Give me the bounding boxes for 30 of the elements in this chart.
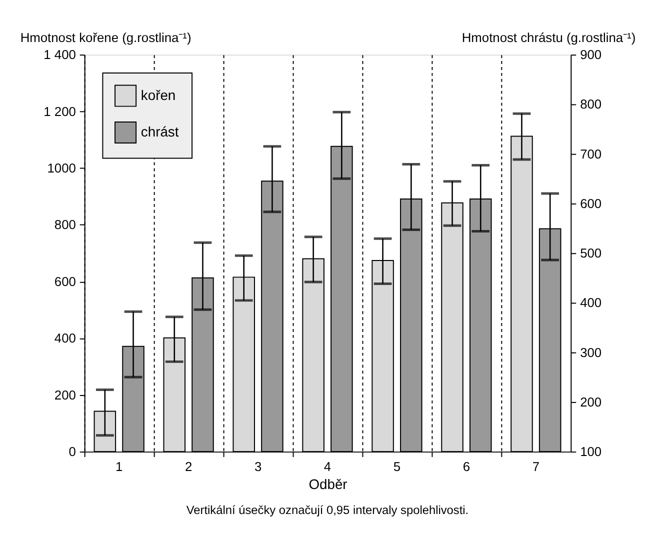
y2-tick-label: 600: [580, 196, 602, 211]
x-tick-label: 4: [324, 458, 332, 474]
x-tick-label: 6: [462, 458, 470, 474]
x-tick-label: 2: [184, 458, 192, 474]
legend-label: chrást: [140, 123, 179, 140]
y2-tick-label: 400: [580, 295, 602, 310]
y2-tick-label: 100: [580, 444, 602, 460]
y2-axis-title: Hmotnost chrástu (g.rostlina⁻¹): [462, 30, 636, 46]
x-tick-label: 5: [393, 458, 401, 474]
y-tick-label: 1 400: [44, 47, 76, 62]
y2-tick-label: 300: [580, 344, 602, 360]
x-tick-label: 7: [532, 458, 540, 474]
legend-label: kořen: [140, 86, 176, 103]
y2-tick-label: 800: [580, 96, 602, 112]
text: Vertikální úsečky označují 0,95 intervaly spolehlivosti.: [186, 503, 469, 518]
y-tick-label: 800: [54, 217, 76, 232]
y2-tick-label: 200: [580, 394, 602, 410]
y-tick-label: 1 200: [44, 104, 76, 119]
x-axis-title: Odběr: [308, 476, 348, 492]
y-tick-label: 200: [54, 387, 76, 402]
y-tick-label: 1000: [47, 160, 76, 176]
y2-tick-label: 900: [580, 47, 602, 62]
y-axis-title: Hmotnost kořene (g.rostlina⁻¹): [20, 30, 192, 46]
x-tick-label: 3: [254, 458, 262, 474]
y2-tick-label: 700: [580, 146, 602, 162]
y-tick-label: 400: [54, 330, 76, 346]
y-tick-label: 600: [54, 274, 76, 289]
y2-tick-label: 500: [580, 246, 602, 261]
x-tick-label: 1: [116, 458, 123, 474]
y-tick-label: 0: [68, 444, 76, 460]
